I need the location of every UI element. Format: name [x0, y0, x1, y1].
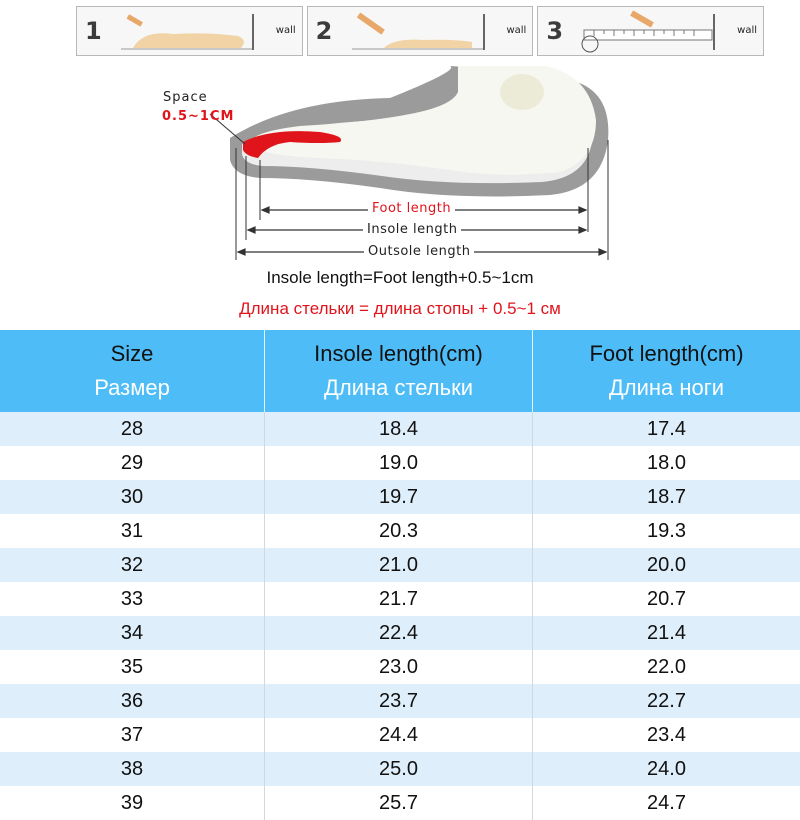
cell-foot-length: 18.0	[647, 452, 686, 474]
cell-insole-length: 21.7	[265, 582, 533, 616]
formula-english: Insole length=Foot length+0.5~1cm	[266, 268, 534, 287]
cell-size: 29	[0, 446, 265, 480]
step-3-panel: 3 wall	[537, 6, 765, 56]
cell-foot-length: 22.0	[647, 656, 686, 678]
header-label-ru: Длина стельки	[323, 375, 474, 400]
table-row: 34 22.4 21.4	[0, 616, 800, 650]
cell-foot-length: 23.4	[647, 724, 686, 746]
cell-insole-length: 24.4	[265, 718, 533, 752]
cell-size: 34	[0, 616, 265, 650]
cell-foot-length: 20.0	[647, 554, 686, 576]
wall-label: wall	[275, 25, 296, 36]
table-row: 30 19.7 18.7	[0, 480, 800, 514]
header-foot-length: Foot length(cm) Длина ноги	[533, 330, 800, 412]
table-body: 28 18.4 17.4 29 19.0 18.0 30 19.7 18.7 3…	[0, 412, 800, 820]
header-insole-length: Insole length(cm) Длина стельки	[265, 330, 533, 412]
foot-length-label: Foot length	[368, 201, 456, 216]
header-label-en: Insole length(cm)	[314, 341, 483, 366]
header-label-ru: Длина ноги	[608, 375, 725, 400]
cell-size: 37	[0, 718, 265, 752]
formula-russian: Длина стельки = длина стопы + 0.5~1 см	[239, 299, 561, 318]
size-chart-table: Size Размер Insole length(cm) Длина стел…	[0, 330, 800, 820]
cell-size: 30	[0, 480, 265, 514]
table-header: Size Размер Insole length(cm) Длина стел…	[0, 330, 800, 412]
step-number: 3	[546, 17, 564, 45]
pencil-mark-icon	[351, 12, 485, 50]
header-label-ru: Размер	[94, 375, 170, 400]
ruler-icon	[581, 10, 716, 53]
cell-foot-length: 20.7	[647, 588, 686, 610]
cell-foot-length: 24.7	[647, 792, 686, 814]
cell-insole-length: 25.0	[265, 752, 533, 786]
wall-label: wall	[737, 25, 758, 36]
cell-foot-length: 21.4	[647, 622, 686, 644]
step-number: 2	[315, 17, 333, 45]
cell-insole-length: 22.4	[265, 616, 533, 650]
table-row: 38 25.0 24.0	[0, 752, 800, 786]
cell-insole-length: 20.3	[265, 514, 533, 548]
table-row: 37 24.4 23.4	[0, 718, 800, 752]
cell-size: 38	[0, 752, 265, 786]
step-number: 1	[85, 17, 102, 45]
cell-size: 31	[0, 514, 265, 548]
cell-foot-length: 19.3	[647, 520, 686, 542]
cell-size: 33	[0, 582, 265, 616]
cell-insole-length: 21.0	[265, 548, 533, 582]
shoe-measurement-diagram	[209, 66, 609, 260]
table-row: 28 18.4 17.4	[0, 412, 800, 446]
space-label: Space	[163, 90, 208, 105]
table-row: 39 25.7 24.7	[0, 786, 800, 820]
step-1-panel: 1 wall	[76, 6, 303, 56]
cell-insole-length: 19.0	[265, 446, 533, 480]
table-row: 35 23.0 22.0	[0, 650, 800, 684]
cell-foot-length: 24.0	[647, 758, 686, 780]
cell-insole-length: 18.4	[265, 412, 533, 446]
cell-insole-length: 23.0	[265, 650, 533, 684]
header-size: Size Размер	[0, 330, 265, 412]
cell-size: 36	[0, 684, 265, 718]
table-row: 31 20.3 19.3	[0, 514, 800, 548]
cell-size: 35	[0, 650, 265, 684]
header-label-en: Size	[110, 341, 154, 366]
space-value: 0.5~1CM	[162, 109, 235, 124]
header-label-en: Foot length(cm)	[589, 341, 744, 366]
cell-foot-length: 17.4	[647, 418, 686, 440]
table-row: 29 19.0 18.0	[0, 446, 800, 480]
outsole-length-label: Outsole length	[364, 244, 475, 259]
cell-foot-length: 22.7	[647, 690, 686, 712]
measurement-steps: 1 wall 2 wall 3	[76, 6, 765, 56]
cell-insole-length: 25.7	[265, 786, 533, 820]
table-row: 36 23.7 22.7	[0, 684, 800, 718]
insole-length-label: Insole length	[363, 222, 462, 237]
cell-size: 39	[0, 786, 265, 820]
cell-insole-length: 23.7	[265, 684, 533, 718]
cell-size: 32	[0, 548, 265, 582]
cell-foot-length: 18.7	[647, 486, 686, 508]
table-row: 32 21.0 20.0	[0, 548, 800, 582]
cell-size: 28	[0, 412, 265, 446]
step-2-panel: 2 wall	[306, 6, 534, 56]
foot-on-floor-icon	[121, 14, 254, 50]
wall-label: wall	[506, 25, 527, 36]
cell-insole-length: 19.7	[265, 480, 533, 514]
table-row: 33 21.7 20.7	[0, 582, 800, 616]
